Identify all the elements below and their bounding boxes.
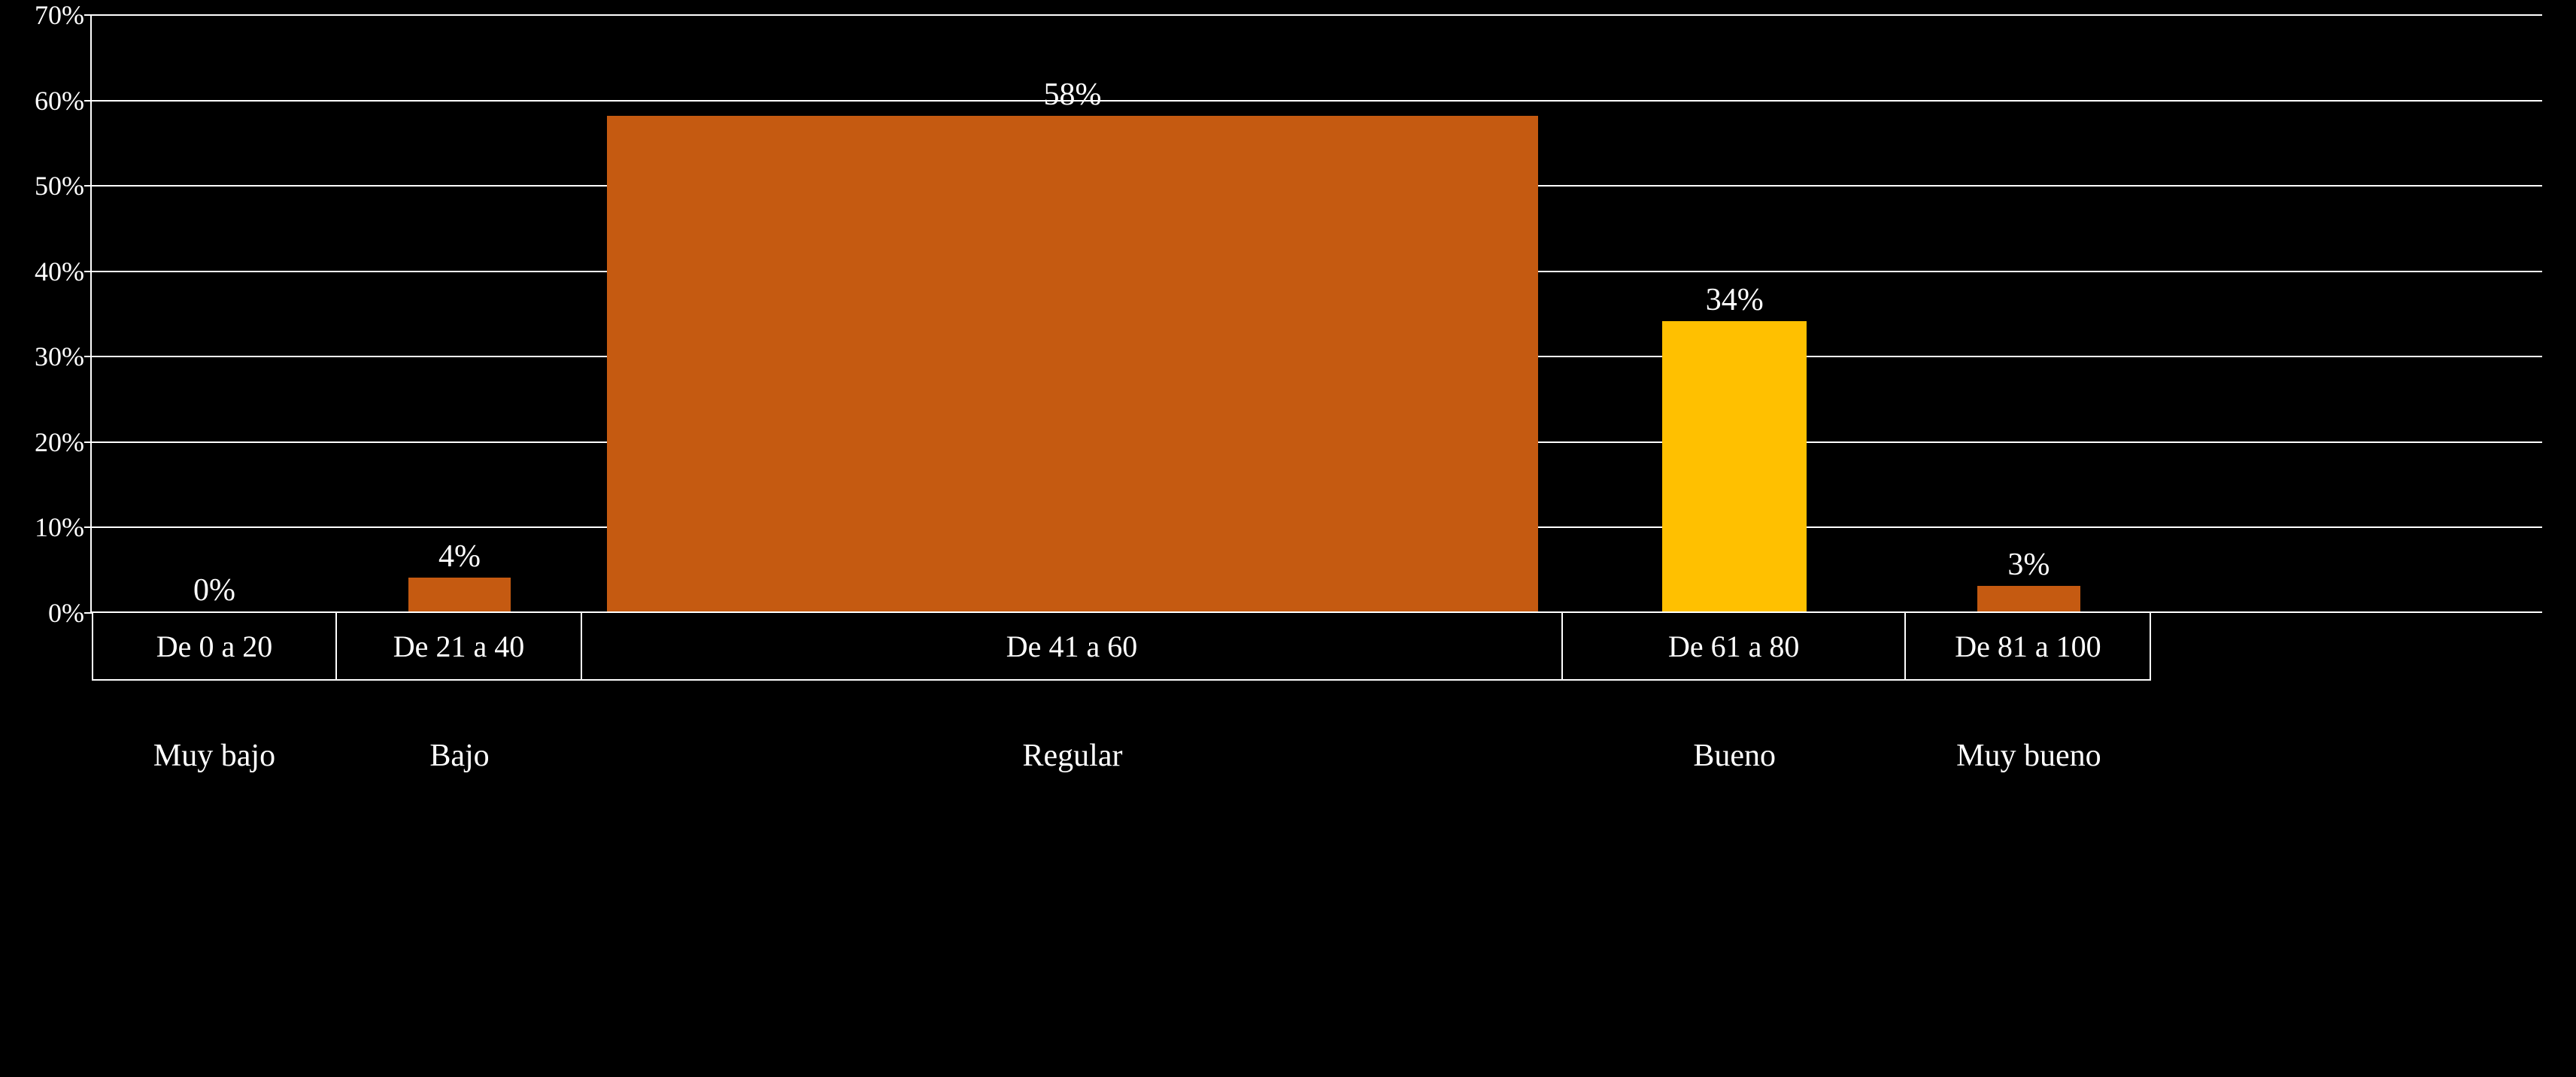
bar (607, 116, 1539, 611)
y-tick-label: 60% (35, 85, 92, 117)
y-tick-label: 50% (35, 170, 92, 202)
bar (408, 578, 511, 611)
bar-chart: 0% 10% 20% 30% 40% 50% 60% 70% 0% 4% 58% 34% 3% De 0 … (0, 0, 2576, 1077)
gridline (92, 100, 2542, 102)
data-label: 0% (193, 572, 235, 608)
x-range-cell: De 61 a 80 (1563, 613, 1906, 681)
data-label: 58% (1044, 77, 1102, 113)
y-tick-label: 0% (48, 597, 92, 629)
x-category-label: Regular (582, 711, 1563, 801)
x-category-label: Muy bueno (1906, 711, 2151, 801)
x-category-label: Bajo (337, 711, 582, 801)
gridline (92, 14, 2542, 16)
data-label: 4% (438, 538, 481, 575)
x-range-cell: De 41 a 60 (582, 613, 1563, 681)
x-range-cell: De 21 a 40 (337, 613, 582, 681)
y-tick-label: 40% (35, 256, 92, 287)
bar (1977, 586, 2080, 611)
x-category-label: Bueno (1563, 711, 1906, 801)
y-tick-label: 30% (35, 341, 92, 372)
x-range-cell: De 0 a 20 (92, 613, 337, 681)
data-label: 3% (2007, 547, 2050, 583)
x-category-label: Muy bajo (92, 711, 337, 801)
y-tick-label: 10% (35, 511, 92, 543)
x-range-cell: De 81 a 100 (1906, 613, 2151, 681)
data-label: 34% (1706, 282, 1764, 318)
plot-area: 0%10%20%30%40%50%60%70%0%4%58%34%3%De 0 … (90, 15, 2542, 613)
bar (1662, 321, 1807, 611)
y-tick-label: 20% (35, 426, 92, 458)
y-tick-label: 70% (35, 0, 92, 31)
